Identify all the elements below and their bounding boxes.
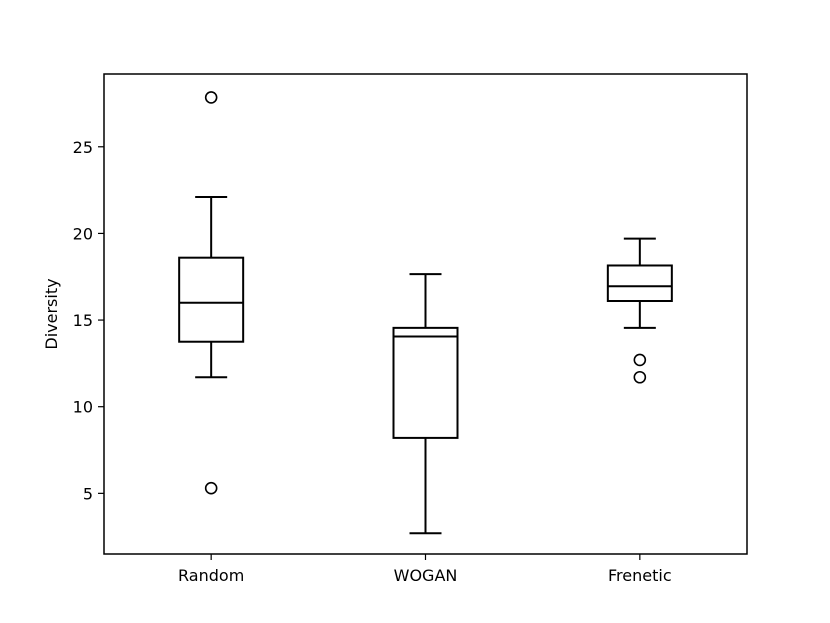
x-tick-label: Random xyxy=(178,566,244,585)
iqr-box xyxy=(606,264,673,303)
y-tick-label: 5 xyxy=(83,484,93,503)
iqr-box xyxy=(392,326,459,439)
x-axis-tick-labels: Random WOGAN Frenetic xyxy=(178,554,672,585)
outlier-point xyxy=(204,481,218,495)
x-tick-label: WOGAN xyxy=(394,566,458,585)
y-axis-label: Diversity xyxy=(42,278,61,349)
outlier-point xyxy=(633,370,647,384)
y-tick-label: 10 xyxy=(73,398,93,417)
iqr-box xyxy=(178,256,245,343)
y-axis-ticks: 5 10 15 20 25 xyxy=(73,138,104,503)
y-tick-label: 25 xyxy=(73,138,93,157)
y-tick-label: 20 xyxy=(73,224,93,243)
box-wogan xyxy=(392,273,459,535)
y-tick-label: 15 xyxy=(73,311,93,330)
box-random xyxy=(178,91,245,495)
x-tick-label: Frenetic xyxy=(608,566,672,585)
box-frenetic xyxy=(606,237,673,384)
plot-area-frame xyxy=(103,73,748,555)
outlier-point xyxy=(204,91,218,104)
box-plot-series xyxy=(178,91,673,535)
outlier-point xyxy=(633,353,647,367)
